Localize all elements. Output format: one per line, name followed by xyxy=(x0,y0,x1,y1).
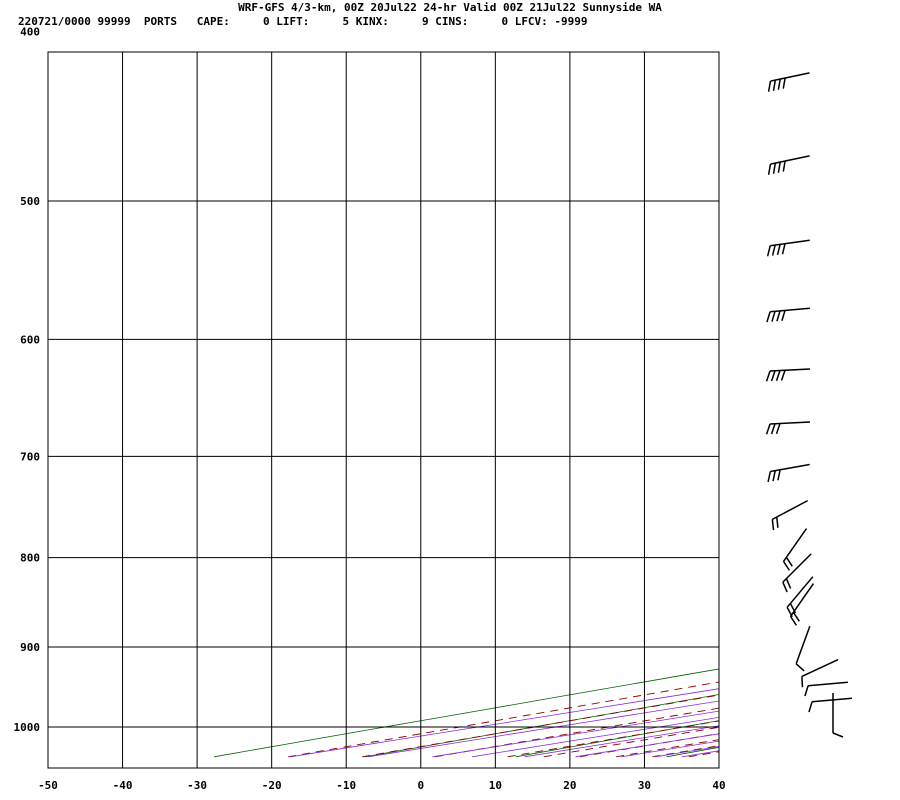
sounding-stats-line: 220721/0000 99999 PORTS CAPE: 0 LIFT: 5 … xyxy=(18,15,588,28)
temperature-tick-label: -10 xyxy=(336,779,356,792)
pressure-tick-label: 600 xyxy=(20,333,40,346)
temperature-tick-label: 0 xyxy=(417,779,424,792)
temperature-tick-label: -50 xyxy=(38,779,58,792)
mixing-ratio-line xyxy=(290,688,719,758)
wind-barbs xyxy=(765,72,852,738)
wind-barb xyxy=(782,528,808,571)
temperature-tick-label: 20 xyxy=(563,779,576,792)
pressure-tick-label: 800 xyxy=(20,552,40,565)
wind-barb xyxy=(804,681,848,697)
moist-adiabat-line xyxy=(435,707,719,758)
moist-adiabat-line xyxy=(288,681,719,758)
moist-adiabat-line xyxy=(688,751,719,758)
plot-frame xyxy=(47,51,720,769)
temperature-tick-label: -20 xyxy=(262,779,282,792)
pressure-tick-label: 700 xyxy=(20,450,40,463)
pressure-tick-label: 400 xyxy=(20,26,40,39)
temperature-tick-label: -40 xyxy=(113,779,133,792)
wind-barb xyxy=(782,553,812,593)
mixing-ratio-line xyxy=(575,733,719,758)
wind-barb xyxy=(766,307,810,323)
temperature-tick-label: -30 xyxy=(187,779,207,792)
dry-adiabat-line xyxy=(214,668,719,758)
moist-adiabat-line xyxy=(579,733,719,758)
temperature-tick-label: 30 xyxy=(638,779,651,792)
temperature-tick-label: 10 xyxy=(489,779,502,792)
wind-barb xyxy=(767,463,810,483)
grid xyxy=(48,52,719,768)
pressure-tick-label: 900 xyxy=(20,641,40,654)
wind-barb xyxy=(767,72,810,92)
dry-adiabat-line xyxy=(364,694,719,758)
wind-barb xyxy=(767,155,810,175)
moist-adiabat-line xyxy=(543,726,719,758)
wind-barb xyxy=(765,421,811,435)
dry-adiabat-line xyxy=(817,32,900,757)
moist-adiabat-line xyxy=(362,694,719,758)
wind-barb xyxy=(808,697,852,713)
moist-adiabat-line xyxy=(616,739,719,758)
dry-adiabat-line xyxy=(515,720,719,758)
mixing-ratio-line xyxy=(432,710,719,758)
wind-barb xyxy=(786,576,814,618)
wind-barb xyxy=(766,239,810,257)
dry-adiabat-line xyxy=(666,746,719,758)
wind-barb xyxy=(765,368,811,382)
temperature-tick-label: 40 xyxy=(712,779,725,792)
wind-barb xyxy=(771,499,809,531)
pressure-tick-label: 500 xyxy=(20,195,40,208)
wind-barb xyxy=(789,583,815,626)
mixing-ratio-line xyxy=(723,32,900,757)
moist-adiabat-line xyxy=(507,720,719,758)
mixing-ratio-line xyxy=(472,717,719,758)
chart-title: WRF-GFS 4/3-km, 00Z 20Jul22 24-hr Valid … xyxy=(238,1,662,14)
mixing-ratio-line xyxy=(655,746,719,758)
mixing-ratio-line xyxy=(681,750,719,758)
background-lines xyxy=(214,32,900,758)
mixing-ratio-line xyxy=(621,740,719,758)
dewpoint-trace xyxy=(760,61,900,717)
wind-barb xyxy=(801,658,839,688)
wind-barb xyxy=(795,625,811,672)
moist-adiabat-line xyxy=(725,32,900,757)
moist-adiabat-line xyxy=(762,32,900,757)
pressure-tick-label: 1000 xyxy=(14,721,41,734)
moist-adiabat-line xyxy=(652,745,719,758)
axis-ticks: 400 500 600 700 800 900 1000 -50 -40 -30 -20 -10 0 10… xyxy=(14,26,726,792)
mixing-ratio-line xyxy=(524,725,719,758)
mixing-ratio-line xyxy=(368,700,719,758)
wind-barb xyxy=(832,693,844,738)
